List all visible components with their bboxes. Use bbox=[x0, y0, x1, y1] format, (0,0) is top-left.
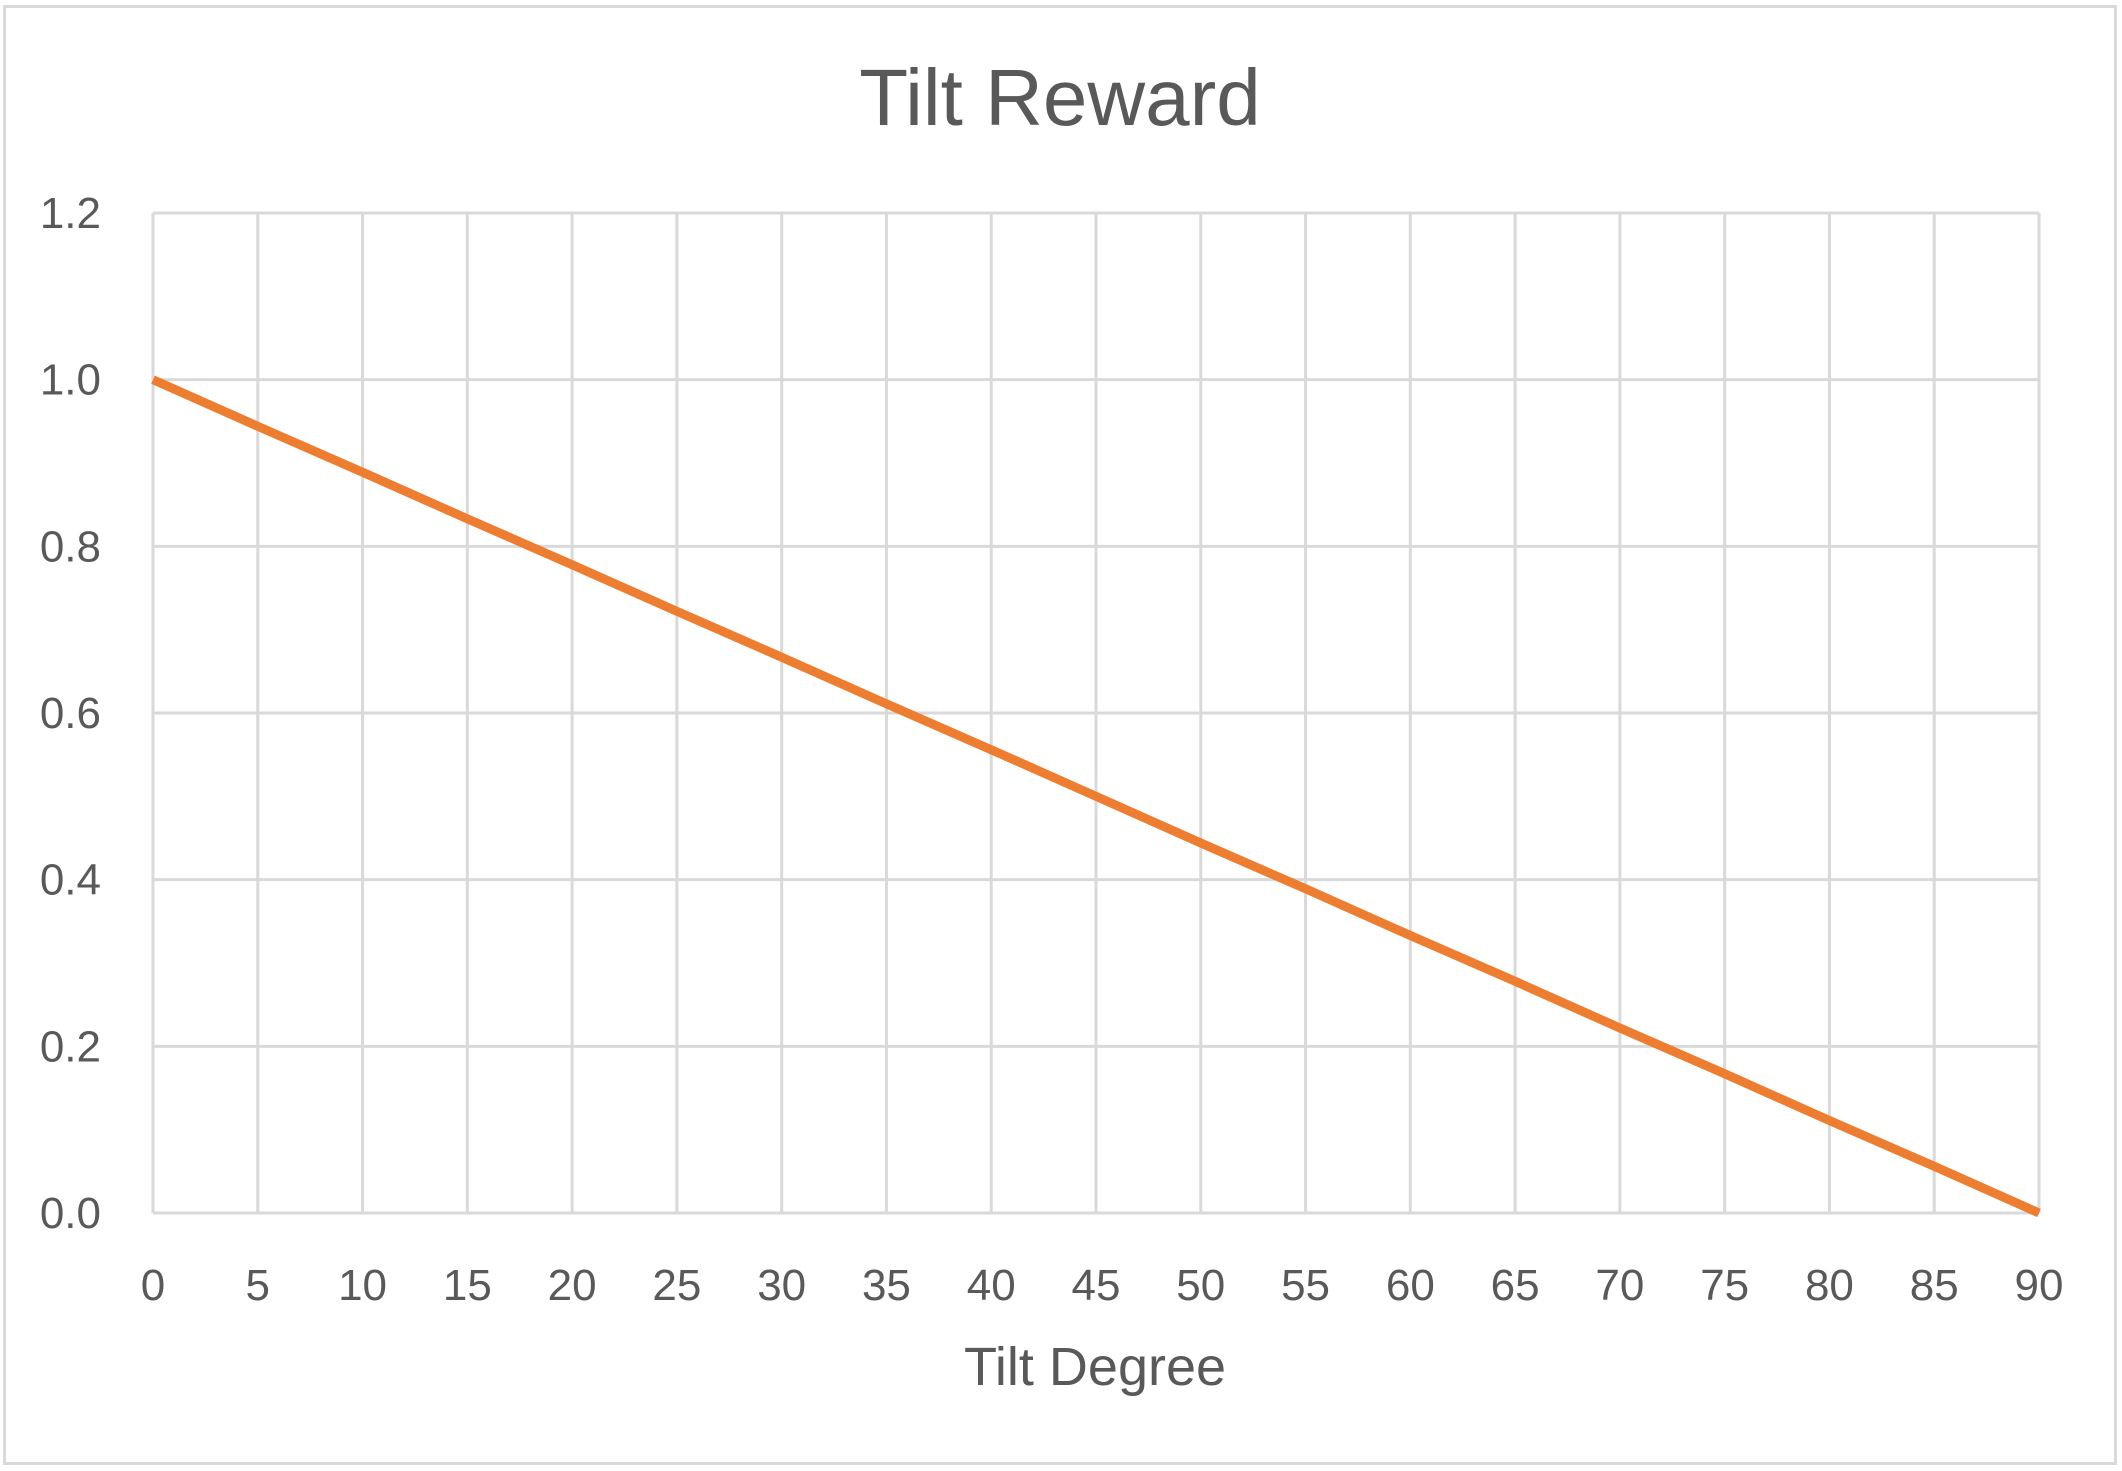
y-tick-label: 0.0 bbox=[40, 1189, 101, 1238]
x-tick-label: 70 bbox=[1595, 1261, 1644, 1310]
x-tick-label: 60 bbox=[1386, 1261, 1435, 1310]
y-tick-label: 1.0 bbox=[40, 356, 101, 405]
y-tick-label: 0.6 bbox=[40, 689, 101, 738]
x-tick-label: 55 bbox=[1281, 1261, 1330, 1310]
x-tick-label: 75 bbox=[1700, 1261, 1749, 1310]
series-line bbox=[151, 375, 2041, 1218]
x-axis-title: Tilt Degree bbox=[964, 1337, 1226, 1397]
y-tick-label: 0.4 bbox=[40, 856, 101, 905]
y-tick-label: 0.8 bbox=[40, 522, 101, 571]
series-layer bbox=[151, 375, 2041, 1218]
x-axis-tick-labels: 0 5 10 15 20 25 30 35 40 45 50 55 60 65 70 75 80 85 90 bbox=[141, 1261, 2064, 1310]
x-tick-label: 20 bbox=[548, 1261, 597, 1310]
chart-frame bbox=[3, 5, 2117, 1465]
x-tick-label: 10 bbox=[338, 1261, 387, 1310]
x-tick-label: 25 bbox=[652, 1261, 701, 1310]
chart-title: Tilt Reward bbox=[859, 53, 1261, 142]
y-axis-tick-labels: 0.0 0.2 0.4 0.6 0.8 1.0 1.2 bbox=[40, 189, 101, 1238]
y-tick-label: 1.2 bbox=[40, 189, 101, 238]
x-tick-label: 90 bbox=[2015, 1261, 2064, 1310]
y-tick-label: 0.2 bbox=[40, 1022, 101, 1071]
x-tick-label: 85 bbox=[1910, 1261, 1959, 1310]
x-tick-label: 15 bbox=[443, 1261, 492, 1310]
x-tick-label: 50 bbox=[1176, 1261, 1225, 1310]
x-tick-label: 80 bbox=[1805, 1261, 1854, 1310]
x-tick-label: 45 bbox=[1072, 1261, 1121, 1310]
x-tick-label: 40 bbox=[967, 1261, 1016, 1310]
x-tick-label: 30 bbox=[757, 1261, 806, 1310]
x-tick-label: 65 bbox=[1491, 1261, 1540, 1310]
x-tick-label: 0 bbox=[141, 1261, 165, 1310]
grid bbox=[151, 211, 2041, 1215]
x-tick-label: 5 bbox=[246, 1261, 270, 1310]
x-tick-label: 35 bbox=[862, 1261, 911, 1310]
